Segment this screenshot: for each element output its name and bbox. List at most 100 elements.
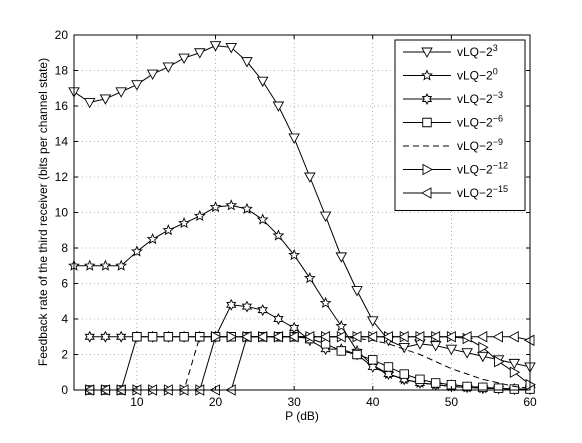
data-point-marker: [83, 97, 96, 109]
legend-label-exponent: 0: [493, 67, 498, 77]
data-point-marker: [131, 80, 143, 91]
data-point-marker: [225, 199, 238, 211]
legend-label-exponent: −9: [493, 137, 503, 147]
data-point-marker: [446, 379, 457, 390]
data-point-marker: [335, 319, 348, 332]
data-point-marker: [335, 330, 346, 343]
legend-entry-2: vLQ−2−3: [403, 90, 503, 106]
series-line: [74, 204, 530, 390]
data-point-marker: [163, 332, 174, 342]
data-point-marker: [429, 341, 442, 352]
data-point-marker: [178, 216, 190, 229]
data-point-marker: [319, 211, 332, 222]
data-point-marker: [303, 330, 315, 343]
data-point-marker: [131, 245, 143, 257]
legend-label-base: vLQ−2: [457, 116, 493, 130]
data-point-marker: [193, 209, 206, 222]
data-point-marker: [288, 248, 301, 261]
data-point-marker: [194, 48, 206, 59]
y-axis-label: Feedback rate of the third receiver (bit…: [36, 58, 50, 366]
legend-label-exponent: −6: [493, 114, 503, 124]
data-point-marker: [226, 330, 238, 343]
data-point-marker: [398, 330, 409, 343]
data-point-marker: [445, 344, 458, 356]
legend-label-base: vLQ−2: [457, 186, 493, 200]
data-point-marker: [115, 87, 127, 98]
data-point-marker: [241, 330, 252, 343]
data-point-marker: [303, 272, 316, 284]
data-point-marker: [421, 93, 433, 105]
data-point-marker: [319, 296, 332, 309]
y-tick-label: 14: [55, 135, 69, 149]
x-tick-label: 40: [366, 395, 380, 409]
legend-label-exponent: −15: [493, 184, 508, 194]
legend-entry-3: vLQ−2−6: [403, 114, 503, 130]
legend-label-base: vLQ−2: [457, 139, 493, 153]
data-point-marker: [162, 62, 175, 73]
data-point-marker: [335, 252, 348, 263]
data-point-marker: [241, 202, 253, 214]
legend-entry-4: vLQ−2−9: [403, 137, 503, 153]
legend-label: vLQ−2−12: [457, 161, 508, 177]
y-tick-label: 6: [61, 277, 68, 291]
x-tick-label: 20: [209, 395, 223, 409]
legend-label: vLQ−2−3: [457, 90, 503, 106]
y-tick-label: 2: [61, 348, 68, 362]
legend-entry-0: vLQ−23: [403, 43, 498, 59]
data-point-marker: [209, 41, 222, 52]
data-point-marker: [336, 346, 347, 356]
data-point-marker: [399, 369, 409, 379]
x-tick-label: 50: [445, 395, 459, 409]
data-point-marker: [178, 53, 190, 65]
y-tick-label: 16: [55, 99, 69, 113]
data-point-marker: [99, 259, 112, 271]
data-point-marker: [272, 229, 285, 241]
grid: [74, 35, 530, 390]
data-point-marker: [256, 330, 268, 343]
data-point-marker: [445, 330, 456, 343]
data-point-marker: [100, 330, 111, 343]
data-point-marker: [478, 382, 488, 393]
data-point-marker: [225, 42, 238, 54]
data-point-marker: [415, 374, 425, 385]
data-point-marker: [476, 330, 488, 343]
data-point-marker: [414, 330, 425, 343]
data-point-marker: [421, 47, 433, 58]
data-point-marker: [132, 332, 142, 342]
data-point-marker: [146, 232, 159, 245]
y-tick-label: 12: [55, 170, 69, 184]
legend-label: vLQ−2−9: [457, 137, 503, 153]
data-point-marker: [99, 94, 112, 105]
data-point-marker: [288, 330, 299, 343]
y-tick-label: 10: [55, 206, 69, 220]
data-point-marker: [211, 330, 222, 343]
legend-entry-5: vLQ−2−12: [403, 161, 508, 177]
x-tick-label: 10: [130, 395, 144, 409]
legend-label: vLQ−23: [457, 43, 498, 59]
data-point-marker: [383, 362, 394, 372]
data-point-marker: [477, 351, 489, 363]
data-point-marker: [368, 355, 378, 365]
data-point-marker: [84, 330, 95, 343]
data-point-marker: [422, 163, 433, 176]
data-point-marker: [257, 304, 268, 317]
legend-entry-6: vLQ−2−15: [403, 184, 508, 200]
data-point-marker: [351, 330, 362, 343]
data-point-marker: [351, 286, 363, 297]
data-point-marker: [83, 259, 96, 271]
legend-box: [394, 39, 526, 211]
data-point-marker: [288, 133, 300, 144]
legend-label-exponent: −3: [493, 90, 503, 100]
data-point-marker: [508, 330, 519, 343]
legend-label-base: vLQ−2: [457, 69, 493, 83]
data-point-marker: [241, 57, 253, 68]
series-layer: [68, 41, 536, 396]
data-point-marker: [493, 383, 504, 393]
data-point-marker: [256, 76, 269, 88]
legend-label-exponent: 3: [493, 43, 498, 53]
data-point-marker: [478, 341, 489, 354]
legend-label: vLQ−2−15: [457, 184, 508, 200]
x-axis-label: P (dB): [285, 409, 319, 423]
